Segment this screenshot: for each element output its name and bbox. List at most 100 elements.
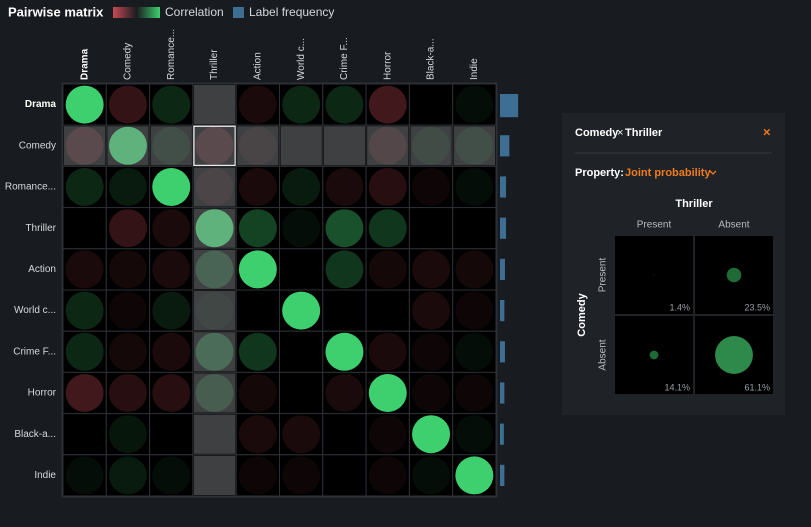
- correlation-dot[interactable]: [108, 250, 147, 289]
- correlation-dot[interactable]: [455, 209, 494, 248]
- correlation-dot[interactable]: [282, 209, 321, 248]
- correlation-dot[interactable]: [238, 209, 277, 248]
- correlation-dot[interactable]: [282, 126, 321, 165]
- correlation-dot[interactable]: [238, 291, 277, 330]
- correlation-dot[interactable]: [238, 374, 277, 412]
- correlation-dot[interactable]: [65, 374, 104, 412]
- dropdown-chevron[interactable]: [709, 170, 717, 175]
- correlation-dot[interactable]: [455, 456, 494, 495]
- correlation-dot[interactable]: [152, 85, 191, 124]
- correlation-dot[interactable]: [325, 250, 364, 289]
- correlation-dot[interactable]: [152, 374, 191, 412]
- correlation-dot[interactable]: [455, 126, 494, 165]
- correlation-dot[interactable]: [65, 332, 104, 371]
- correlation-dot[interactable]: [195, 291, 234, 330]
- correlation-dot[interactable]: [455, 415, 494, 454]
- correlation-dot[interactable]: [412, 209, 451, 248]
- correlation-dot[interactable]: [282, 332, 321, 371]
- correlation-dot[interactable]: [412, 415, 451, 454]
- correlation-dot[interactable]: [412, 168, 451, 206]
- correlation-dot[interactable]: [282, 250, 321, 289]
- correlation-dot[interactable]: [325, 332, 364, 371]
- correlation-dot[interactable]: [108, 374, 147, 412]
- correlation-dot[interactable]: [325, 85, 364, 124]
- correlation-dot[interactable]: [65, 126, 104, 165]
- correlation-dot[interactable]: [152, 332, 191, 371]
- correlation-dot[interactable]: [65, 291, 104, 330]
- correlation-dot[interactable]: [282, 168, 321, 206]
- correlation-dot[interactable]: [325, 291, 364, 330]
- correlation-dot[interactable]: [108, 126, 147, 165]
- correlation-dot[interactable]: [238, 332, 277, 371]
- correlation-dot[interactable]: [108, 209, 147, 248]
- correlation-dot[interactable]: [412, 85, 451, 124]
- correlation-dot[interactable]: [108, 415, 147, 454]
- correlation-dot[interactable]: [195, 415, 234, 454]
- correlation-dot[interactable]: [195, 456, 234, 495]
- correlation-dot[interactable]: [368, 85, 407, 124]
- correlation-dot[interactable]: [238, 85, 277, 124]
- correlation-dot[interactable]: [152, 291, 191, 330]
- correlation-dot[interactable]: [282, 291, 321, 330]
- correlation-dot[interactable]: [368, 415, 407, 454]
- correlation-dot[interactable]: [412, 374, 451, 412]
- correlation-dot[interactable]: [282, 85, 321, 124]
- correlation-dot[interactable]: [282, 374, 321, 412]
- correlation-dot[interactable]: [412, 456, 451, 495]
- close-button[interactable]: ×: [763, 124, 771, 139]
- correlation-dot[interactable]: [455, 291, 494, 330]
- correlation-dot[interactable]: [412, 291, 451, 330]
- correlation-dot[interactable]: [195, 168, 234, 206]
- correlation-dot[interactable]: [412, 126, 451, 165]
- correlation-dot[interactable]: [325, 456, 364, 495]
- correlation-dot[interactable]: [325, 126, 364, 165]
- correlation-dot[interactable]: [195, 209, 234, 248]
- correlation-dot[interactable]: [412, 332, 451, 371]
- correlation-dot[interactable]: [455, 250, 494, 289]
- correlation-dot[interactable]: [455, 332, 494, 371]
- correlation-dot[interactable]: [108, 291, 147, 330]
- correlation-dot[interactable]: [368, 126, 407, 165]
- correlation-dot[interactable]: [368, 209, 407, 248]
- correlation-dot[interactable]: [325, 209, 364, 248]
- correlation-dot[interactable]: [152, 209, 191, 248]
- correlation-dot[interactable]: [195, 332, 234, 371]
- correlation-dot[interactable]: [108, 168, 147, 206]
- correlation-dot[interactable]: [368, 332, 407, 371]
- correlation-dot[interactable]: [108, 85, 147, 124]
- correlation-dot[interactable]: [65, 250, 104, 289]
- correlation-dot[interactable]: [455, 374, 494, 412]
- correlation-dot[interactable]: [325, 374, 364, 412]
- correlation-dot[interactable]: [238, 415, 277, 454]
- correlation-dot[interactable]: [195, 250, 234, 289]
- correlation-dot[interactable]: [368, 456, 407, 495]
- correlation-dot[interactable]: [195, 85, 234, 124]
- correlation-dot[interactable]: [368, 168, 407, 206]
- correlation-dot[interactable]: [65, 456, 104, 495]
- correlation-dot[interactable]: [108, 456, 147, 495]
- correlation-dot[interactable]: [238, 168, 277, 206]
- correlation-dot[interactable]: [65, 85, 104, 124]
- correlation-dot[interactable]: [65, 168, 104, 206]
- correlation-dot[interactable]: [412, 250, 451, 289]
- correlation-dot[interactable]: [152, 415, 191, 454]
- correlation-dot[interactable]: [282, 456, 321, 495]
- correlation-dot[interactable]: [368, 374, 407, 412]
- correlation-dot[interactable]: [368, 291, 407, 330]
- correlation-dot[interactable]: [325, 415, 364, 454]
- correlation-dot[interactable]: [65, 209, 104, 248]
- property-dropdown[interactable]: Joint probability: [625, 167, 711, 179]
- correlation-dot[interactable]: [238, 126, 277, 165]
- correlation-dot[interactable]: [238, 250, 277, 289]
- correlation-dot[interactable]: [108, 332, 147, 371]
- correlation-dot[interactable]: [455, 85, 494, 124]
- correlation-dot[interactable]: [195, 374, 234, 412]
- correlation-dot[interactable]: [282, 415, 321, 454]
- correlation-dot[interactable]: [238, 456, 277, 495]
- correlation-dot[interactable]: [368, 250, 407, 289]
- correlation-dot[interactable]: [325, 168, 364, 206]
- correlation-dot[interactable]: [455, 168, 494, 206]
- correlation-dot[interactable]: [152, 126, 191, 165]
- correlation-dot[interactable]: [152, 456, 191, 495]
- correlation-dot[interactable]: [195, 126, 234, 165]
